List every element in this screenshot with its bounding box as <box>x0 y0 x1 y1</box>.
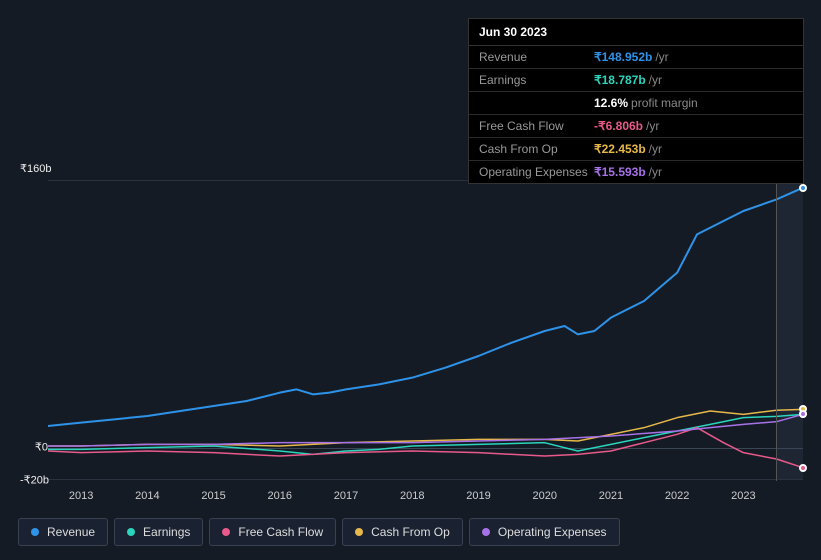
x-axis: 2013 2014 2015 2016 2017 2018 2019 2020 2021 2022… <box>48 480 803 500</box>
x-tick-label: 2023 <box>731 490 755 502</box>
x-tick-label: 2018 <box>400 490 424 502</box>
tooltip-row: Cash From Op₹22.453b/yr <box>469 138 803 161</box>
x-tick-label: 2014 <box>135 490 159 502</box>
x-tick-label: 2021 <box>599 490 623 502</box>
x-tick-label: 2013 <box>69 490 93 502</box>
tooltip-row-value: ₹18.787b <box>594 73 646 87</box>
x-tick-label: 2015 <box>201 490 225 502</box>
x-tick-label: 2019 <box>466 490 490 502</box>
chart-area[interactable]: ₹160b ₹0 -₹20b <box>18 160 803 500</box>
legend-dot-icon <box>482 528 490 536</box>
y-tick-label: ₹0 <box>20 440 48 453</box>
series-end-marker <box>799 410 807 418</box>
tooltip-extra-bold: 12.6% <box>594 96 628 110</box>
series-line <box>48 414 803 454</box>
x-tick-label: 2022 <box>665 490 689 502</box>
legend-dot-icon <box>127 528 135 536</box>
legend-item[interactable]: Earnings <box>114 518 203 546</box>
tooltip-extra-text: profit margin <box>631 96 698 110</box>
x-tick-label: 2017 <box>334 490 358 502</box>
legend-item[interactable]: Operating Expenses <box>469 518 620 546</box>
tooltip-row-value: -₹6.806b <box>594 119 643 133</box>
tooltip-row-label: Revenue <box>479 50 594 64</box>
series-end-marker <box>799 464 807 472</box>
legend-dot-icon <box>222 528 230 536</box>
tooltip-row-value: ₹22.453b <box>594 142 646 156</box>
tooltip-row-value: ₹148.952b <box>594 50 652 64</box>
tooltip-row: Earnings₹18.787b/yr <box>469 69 803 92</box>
tooltip-row: Revenue₹148.952b/yr <box>469 46 803 69</box>
legend-label: Free Cash Flow <box>238 525 323 539</box>
tooltip-row-label: Operating Expenses <box>479 165 594 179</box>
legend-item[interactable]: Cash From Op <box>342 518 463 546</box>
legend-dot-icon <box>355 528 363 536</box>
y-max-label: ₹160b <box>20 162 51 175</box>
tooltip-rows: Revenue₹148.952b/yrEarnings₹18.787b/yr12… <box>469 46 803 183</box>
tooltip-row-unit: /yr <box>649 165 662 179</box>
series-line <box>48 188 803 426</box>
tooltip-row: Operating Expenses₹15.593b/yr <box>469 161 803 183</box>
legend-label: Revenue <box>47 525 95 539</box>
legend: Revenue Earnings Free Cash Flow Cash From O… <box>18 518 620 546</box>
tooltip-row-unit: /yr <box>649 73 662 87</box>
chart-lines <box>48 181 803 479</box>
tooltip-row-extra: 12.6% profit margin <box>469 92 803 115</box>
tooltip-row-unit: /yr <box>655 50 668 64</box>
tooltip-date: Jun 30 2023 <box>469 19 803 46</box>
legend-label: Operating Expenses <box>498 525 607 539</box>
tooltip-row-label: Free Cash Flow <box>479 119 594 133</box>
legend-dot-icon <box>31 528 39 536</box>
legend-item[interactable]: Free Cash Flow <box>209 518 336 546</box>
tooltip-row-unit: /yr <box>646 119 659 133</box>
legend-item[interactable]: Revenue <box>18 518 108 546</box>
tooltip-row-unit: /yr <box>649 142 662 156</box>
series-end-marker <box>799 184 807 192</box>
legend-label: Cash From Op <box>371 525 450 539</box>
tooltip-row-label: Earnings <box>479 73 594 87</box>
plot-region[interactable] <box>48 180 803 480</box>
tooltip-row-value: ₹15.593b <box>594 165 646 179</box>
y-tick-label: -₹20b <box>20 474 48 487</box>
tooltip-row-label: Cash From Op <box>479 142 594 156</box>
x-tick-label: 2020 <box>532 490 556 502</box>
x-tick-label: 2016 <box>268 490 292 502</box>
tooltip-row: Free Cash Flow-₹6.806b/yr <box>469 115 803 138</box>
hover-tooltip: Jun 30 2023 Revenue₹148.952b/yrEarnings₹… <box>468 18 804 184</box>
legend-label: Earnings <box>143 525 190 539</box>
